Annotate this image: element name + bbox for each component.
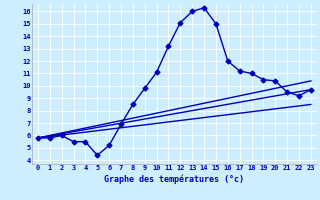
- X-axis label: Graphe des températures (°c): Graphe des températures (°c): [104, 174, 244, 184]
